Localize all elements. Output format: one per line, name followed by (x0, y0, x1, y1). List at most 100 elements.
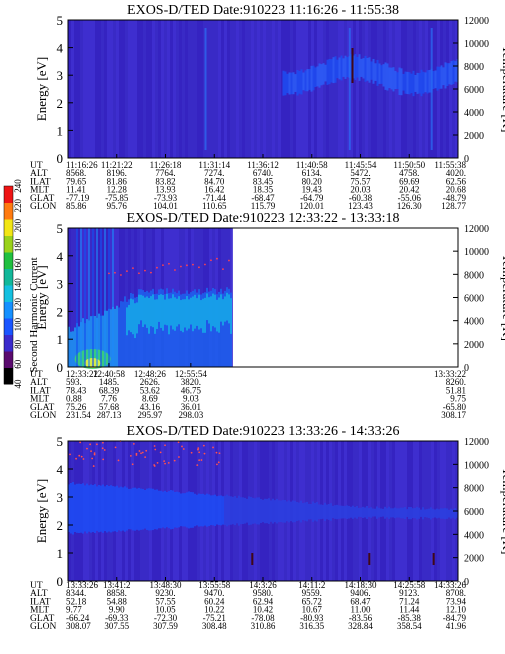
ephemeris-value: 60.24 (204, 596, 225, 606)
ephemeris-value: 115.79 (251, 201, 276, 211)
spectrogram-band (260, 498, 262, 523)
temperature-point (80, 455, 83, 458)
spectrogram-band (350, 54, 353, 80)
temperature-point (103, 449, 106, 451)
ephemeris-value: 11:36:12 (247, 160, 279, 170)
spectrogram-band (410, 73, 413, 94)
spectrogram-plume (68, 326, 70, 367)
ephemeris-value: 18.35 (253, 185, 274, 195)
ephemeris-row-label: MLT (30, 186, 49, 196)
spectrogram-plume (74, 327, 76, 367)
spectrogram-band (342, 58, 345, 77)
spectrogram-band (366, 506, 368, 519)
ephemeris-value: -65.80 (443, 402, 467, 412)
spectrogram-stripe (275, 20, 278, 158)
colorbar-tick-label: 160 (13, 258, 23, 272)
spectrogram-band (450, 508, 452, 519)
spectrogram-stripe (326, 20, 329, 158)
ephemeris-value: 7.76 (101, 394, 117, 404)
temperature-point (144, 456, 147, 459)
spectrogram-band (132, 487, 134, 531)
colorbar-segment (4, 351, 13, 368)
temperature-point (202, 444, 205, 447)
ephemeris-value: 10.22 (204, 605, 224, 615)
y-tick-label: 0 (57, 574, 64, 589)
spectrogram-band (310, 65, 313, 92)
temperature-point (140, 452, 142, 455)
spectrogram-stripe (122, 228, 125, 367)
ephemeris-value: 9.03 (183, 394, 199, 404)
spectrogram-stripe (116, 228, 119, 367)
spectrogram-band (294, 500, 296, 523)
ephemeris-value: -75.85 (105, 193, 129, 203)
spectrogram-stripe (77, 228, 80, 367)
ephemeris-value: 36.01 (181, 402, 201, 412)
spectrogram-plume (140, 289, 142, 367)
spectrogram-band (348, 505, 350, 519)
spectrogram-band (418, 507, 420, 519)
spectrogram-streak (348, 28, 351, 150)
ephemeris-value: 12:55:54 (175, 369, 208, 379)
spectrogram-stripe (227, 20, 230, 158)
spectrogram-band (442, 67, 445, 86)
spectrogram-band (392, 508, 394, 518)
spectrogram-band (278, 500, 280, 523)
ephemeris-value: -55.06 (398, 193, 422, 203)
spectrogram-core (134, 303, 136, 339)
ephemeris-row-label: GLAT (30, 403, 54, 413)
ephemeris-value: 11.44 (399, 605, 419, 615)
ephemeris-value: 128.77 (441, 201, 466, 211)
spectrogram-stripe (176, 20, 179, 158)
spectrogram-stripe (122, 20, 125, 158)
spectrogram-band (362, 506, 364, 519)
spectrogram-band (286, 501, 288, 522)
ephemeris-value: 19.43 (302, 185, 323, 195)
temperature-point (82, 458, 85, 460)
ephemeris-value: 8260. (446, 377, 466, 387)
spectrogram-band (354, 54, 357, 81)
ephemeris-value: 8344. (66, 588, 86, 598)
spectrogram-band (384, 506, 386, 519)
ephemeris-value: 65.72 (302, 596, 322, 606)
spectrogram-band (294, 74, 297, 92)
spectrogram-band (386, 508, 388, 518)
spectrogram-band (370, 61, 373, 80)
temperature-point (173, 459, 176, 462)
ephemeris-value: 11:16:26 (66, 160, 98, 170)
ephemeris-value: 308.17 (441, 410, 466, 420)
spectrogram-core (126, 307, 128, 336)
spectrogram-band (340, 505, 342, 519)
colorbar-tick-label: 240 (13, 179, 23, 193)
spectrogram-stripe (233, 20, 236, 158)
spectrogram-band (396, 508, 398, 518)
temperature-point (162, 264, 164, 267)
spectrogram-band (346, 57, 349, 78)
spectrogram-band (164, 490, 166, 529)
spectrogram-band (268, 498, 270, 524)
spectrogram-band (362, 58, 365, 79)
ephemeris-value: 11:50:50 (393, 160, 425, 170)
spectrogram-core (202, 298, 204, 333)
ephemeris-value: 1485. (99, 377, 119, 387)
spectrogram-streak (104, 228, 106, 367)
spectrogram-core (222, 299, 224, 326)
spectrogram-stripe (89, 20, 92, 158)
spectrogram-band (292, 500, 294, 523)
y2-tick-label: 12000 (464, 224, 489, 235)
temperature-point (190, 451, 193, 454)
ephemeris-value: 307.55 (104, 621, 129, 631)
spectrogram-stripe (170, 20, 173, 158)
spectrogram-band (240, 497, 242, 525)
spectrogram-band (344, 55, 347, 79)
spectrogram-core (224, 296, 226, 322)
spectrogram-plume (184, 293, 186, 367)
ephemeris-value: 120.01 (299, 201, 324, 211)
spectrogram-band (258, 497, 260, 525)
spectrogram-band (222, 496, 224, 525)
spectrogram-plume (158, 289, 160, 367)
spectrogram-core (132, 299, 134, 335)
temperature-point (102, 458, 105, 461)
temperature-point (217, 461, 220, 464)
spectrogram-plume (190, 292, 192, 367)
